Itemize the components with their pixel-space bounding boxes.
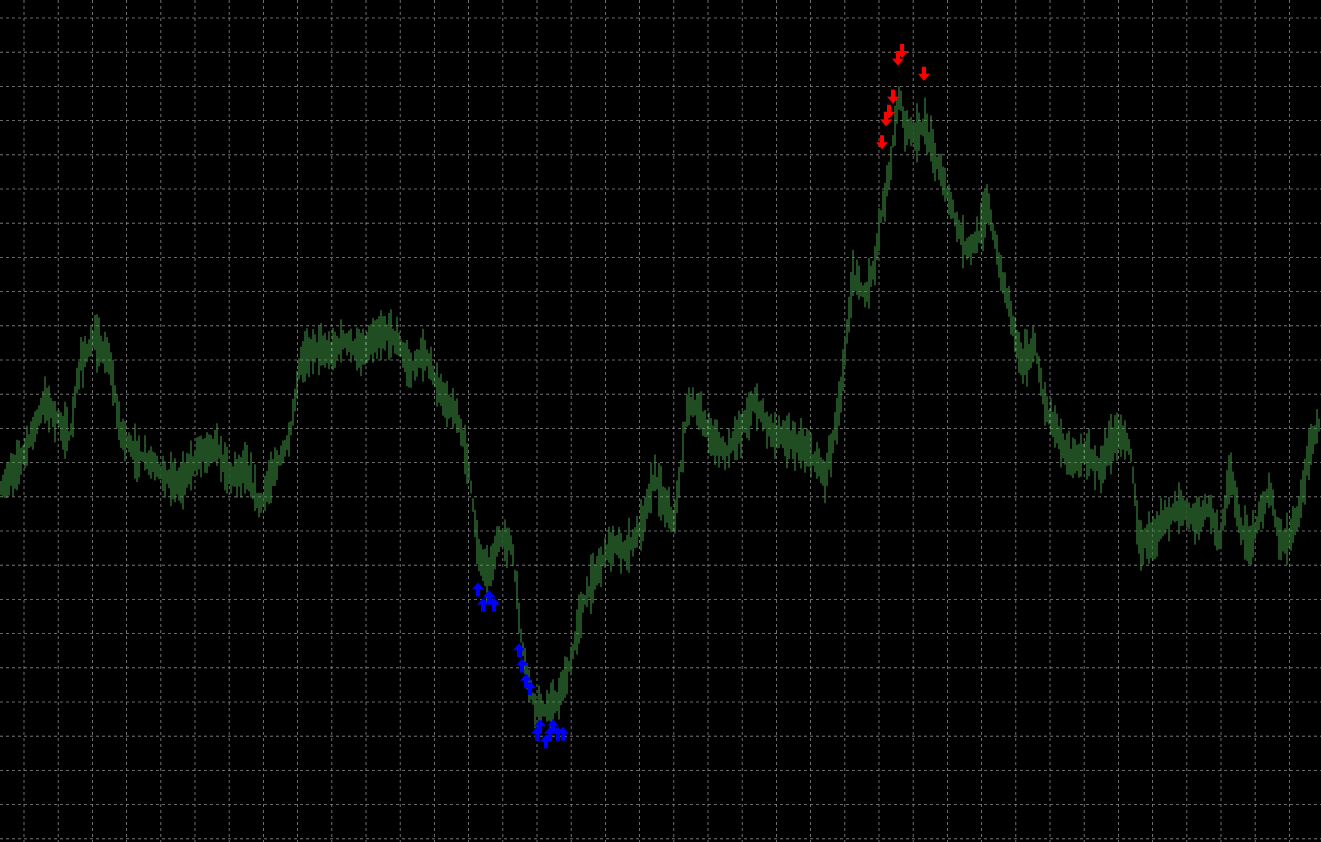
sell-arrow-icon: [887, 89, 899, 104]
buy-arrow-icon: [488, 597, 500, 612]
sell-arrow-icon: [880, 112, 892, 127]
buy-arrow-icon: [513, 643, 525, 658]
buy-arrow-icon: [516, 658, 528, 673]
buy-arrow-icon: [520, 673, 532, 688]
sell-signals: [876, 44, 930, 150]
buy-arrow-icon: [534, 719, 546, 734]
buy-arrow-icon: [472, 582, 484, 597]
sell-arrow-icon: [876, 135, 888, 150]
buy-arrow-icon: [524, 681, 536, 696]
buy-arrow-icon: [483, 590, 495, 604]
buy-signals: [472, 582, 569, 749]
sell-arrow-icon: [883, 104, 895, 119]
buy-arrow-icon: [477, 597, 489, 612]
sell-arrow-icon: [892, 51, 904, 66]
sell-arrow-icon: [896, 44, 908, 58]
buy-arrow-icon: [557, 726, 569, 741]
sell-arrow-icon: [918, 66, 930, 81]
buy-arrow-icon: [547, 719, 559, 734]
price-bars: [0, 86, 1320, 734]
